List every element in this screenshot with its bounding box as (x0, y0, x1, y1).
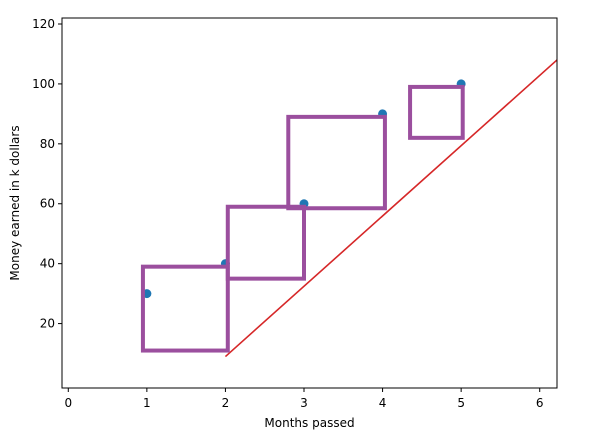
highlight-box-3 (286, 114, 387, 211)
x-tick-label-4: 4 (379, 396, 387, 410)
x-axis-label: Months passed (264, 416, 354, 430)
x-tick-label-3: 3 (300, 396, 308, 410)
plot-content (140, 59, 557, 358)
y-tick-label-100: 100 (32, 77, 55, 91)
trend-line (224, 59, 557, 358)
y-axis-label: Money earned in k dollars (8, 125, 22, 280)
x-tick-label-2: 2 (222, 396, 230, 410)
y-tick-label-60: 60 (40, 197, 55, 211)
axes: 0 1 2 3 4 5 6 20 40 60 80 100 120 (32, 17, 558, 410)
y-tick-label-20: 20 (40, 317, 55, 331)
y-tick-label-80: 80 (40, 137, 55, 151)
plot-frame (61, 17, 558, 389)
highlight-box-4 (408, 84, 465, 140)
x-tick-label-1: 1 (143, 396, 151, 410)
x-tick-label-6: 6 (536, 396, 544, 410)
x-tick-label-0: 0 (64, 396, 72, 410)
y-tick-label-40: 40 (40, 257, 55, 271)
plot-area (140, 59, 557, 358)
x-tick-label-5: 5 (457, 396, 465, 410)
highlight-box-1 (140, 264, 230, 353)
highlight-box-2 (225, 204, 307, 281)
y-tick-label-120: 120 (32, 17, 55, 31)
